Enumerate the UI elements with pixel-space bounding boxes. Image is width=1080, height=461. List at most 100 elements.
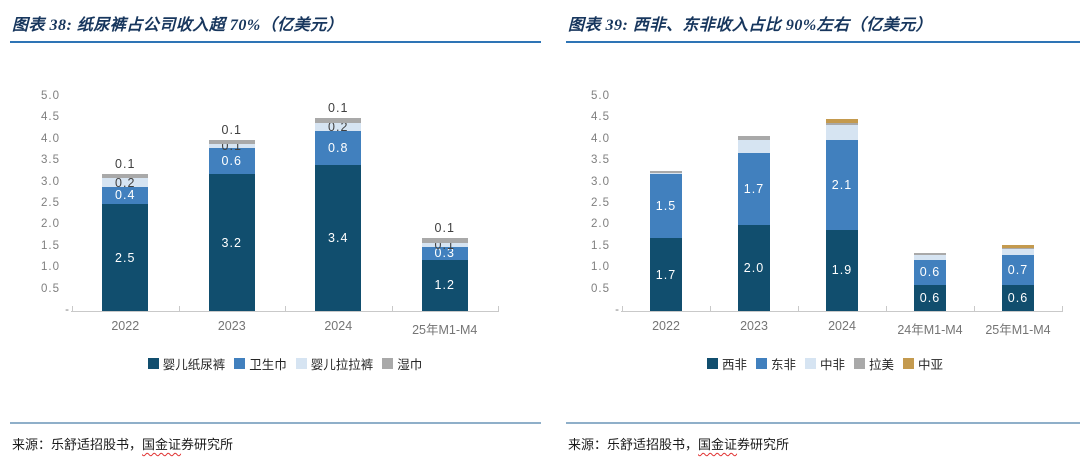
bar-segment-中非 xyxy=(914,255,946,260)
figure-38-title-rule xyxy=(10,41,541,43)
x-axis-tick xyxy=(498,306,499,311)
bar-value-label: 0.6 xyxy=(221,154,242,169)
bar-segment-中非 xyxy=(1002,248,1034,256)
bar-value-label: 0.2 xyxy=(115,175,136,190)
figure-38-title: 图表 38: 纸尿裤占公司收入超 70%（亿美元） xyxy=(12,17,344,34)
y-axis-tick-label: 3.0 xyxy=(41,175,60,188)
figure-39-legend: 西非 东非 中非 拉美 中亚 xyxy=(576,354,1074,373)
bar-segment-婴儿纸尿裤 xyxy=(102,204,149,311)
bar-value-label: 1.5 xyxy=(655,199,677,214)
y-axis-tick-label: 3.5 xyxy=(41,154,60,167)
x-axis-category-label: 25年M1-M4 xyxy=(985,323,1051,337)
bar-segment-婴儿纸尿裤 xyxy=(315,165,362,311)
bar-segment-西非 xyxy=(1002,285,1034,311)
source-text-prefix: 来源：乐舒适招股书， xyxy=(568,437,699,452)
bar-segment-湿巾 xyxy=(315,118,362,123)
figure-39-title: 图表 39: 西非、东非收入占比 90%左右（亿美元） xyxy=(568,17,933,34)
bar-segment-西非 xyxy=(738,225,770,311)
legend-swatch-中亚 xyxy=(903,358,915,369)
bar-segment-中非 xyxy=(738,139,770,153)
figure-38-source: 来源：乐舒适招股书，国金证券研究所 xyxy=(12,434,233,453)
bar-segment-西非 xyxy=(914,285,946,311)
y-axis-tick-label: 2.5 xyxy=(591,197,610,209)
bar-segment-拉美 xyxy=(914,253,946,256)
y-axis-tick-label: 2.0 xyxy=(591,218,610,231)
legend-label: 中亚 xyxy=(918,358,944,372)
bar-segment-拉美 xyxy=(826,122,858,125)
x-axis-tick xyxy=(798,306,799,311)
y-axis-tick-label: 4.5 xyxy=(41,111,60,124)
legend-label: 西非 xyxy=(721,358,747,372)
x-axis-category-label: 2024 xyxy=(324,319,353,333)
figure-38-legend: 婴儿纸尿裤 卫生巾 婴儿拉拉裤 湿巾 xyxy=(30,354,540,373)
legend-item: 卫生巾 xyxy=(234,354,287,373)
bar-value-label: 0.1 xyxy=(328,101,349,116)
y-axis-tick-label: 1.5 xyxy=(591,239,610,252)
bar-value-label: 3.2 xyxy=(221,235,242,250)
x-axis-category-label: 2022 xyxy=(111,319,140,333)
y-axis-tick-label: 1.5 xyxy=(41,239,60,252)
legend-label: 婴儿拉拉裤 xyxy=(310,358,374,372)
bar-segment-中亚 xyxy=(826,119,858,123)
figure-39-panel: 图表 39: 西非、东非收入占比 90%左右（亿美元） 5.0 4.5 4.0 3.5… xyxy=(546,0,1080,461)
legend-swatch-卫生巾 xyxy=(234,358,246,369)
bar-value-label: 0.6 xyxy=(919,291,941,306)
legend-swatch-东非 xyxy=(755,358,767,369)
bar-value-label: 0.2 xyxy=(328,119,349,134)
legend-swatch-拉美 xyxy=(854,358,865,369)
x-axis-tick xyxy=(285,306,286,311)
bar-value-label: 0.7 xyxy=(1007,263,1029,278)
x-axis-category-label: 2024 xyxy=(828,319,856,333)
legend-label: 东非 xyxy=(770,358,796,372)
source-text-spellchecked: 国金证 xyxy=(142,437,182,452)
bar-value-label: 1.7 xyxy=(655,267,677,282)
legend-swatch-婴儿拉拉裤 xyxy=(295,358,307,369)
y-axis-tick-label: 5.0 xyxy=(591,90,610,102)
legend-item: 中亚 xyxy=(903,354,943,373)
bar-value-label: 1.7 xyxy=(743,182,765,197)
x-axis-tick xyxy=(886,306,887,311)
bar-value-label: 2.1 xyxy=(831,177,853,192)
bar-segment-拉美 xyxy=(1002,248,1034,249)
x-axis-tick xyxy=(622,306,623,311)
y-axis-tick-label: 1.0 xyxy=(41,261,60,274)
x-axis-tick xyxy=(72,306,73,311)
bar-segment-拉美 xyxy=(738,135,770,140)
legend-label: 中非 xyxy=(819,358,845,372)
bar-value-label: 2.0 xyxy=(743,261,765,276)
source-text-rest: 券研究所 xyxy=(181,437,234,452)
figure-39-bottom-rule xyxy=(566,422,1080,424)
y-axis-tick-label: 4.0 xyxy=(41,132,60,145)
legend-item: 拉美 xyxy=(854,354,894,373)
bar-segment-东非 xyxy=(650,174,682,239)
y-axis-tick-label: 2.0 xyxy=(41,218,60,231)
figure-38-panel: 图表 38: 纸尿裤占公司收入超 70%（亿美元） 5.0 4.5 4.0 3.5 3.… xyxy=(10,17,541,453)
figure-38-chart: 5.0 4.5 4.0 3.5 3.0 2.5 2.0 1.5 1.0 0.5-2.5 0.4 0.2… xyxy=(41,90,499,337)
figure-39-source: 来源：乐舒适招股书，国金证券研究所 xyxy=(568,434,789,453)
y-axis-tick-label: - xyxy=(615,304,620,316)
x-axis-category-label: 2022 xyxy=(652,319,680,333)
bar-value-label: 0.3 xyxy=(434,246,455,261)
bar-segment-东非 xyxy=(1002,255,1034,286)
y-axis-tick-label: 2.5 xyxy=(41,197,60,209)
bar-value-label: 0.4 xyxy=(115,188,136,203)
x-axis-tick xyxy=(1062,306,1063,311)
bar-value-label: 1.9 xyxy=(831,263,853,278)
bar-segment-西非 xyxy=(650,238,682,311)
y-axis-tick-label: 4.5 xyxy=(591,111,610,124)
bar-segment-东非 xyxy=(738,152,770,226)
x-axis-tick xyxy=(974,306,975,311)
bar-segment-东非 xyxy=(826,139,858,230)
y-axis-tick-label: 3.0 xyxy=(591,175,610,188)
bar-segment-婴儿拉拉裤 xyxy=(102,178,149,187)
bar-segment-卫生巾 xyxy=(421,246,468,260)
bar-segment-湿巾 xyxy=(421,238,468,243)
y-axis-tick-label: 0.5 xyxy=(41,282,60,295)
source-text-rest: 券研究所 xyxy=(737,437,790,452)
bar-value-label: 0.1 xyxy=(115,157,136,172)
y-axis-tick-label: 1.0 xyxy=(591,261,610,274)
x-axis-tick xyxy=(178,306,180,311)
source-text-spellchecked: 国金证 xyxy=(698,437,738,452)
legend-swatch-婴儿纸尿裤 xyxy=(147,358,159,369)
bar-value-label: 0.1 xyxy=(434,221,455,236)
